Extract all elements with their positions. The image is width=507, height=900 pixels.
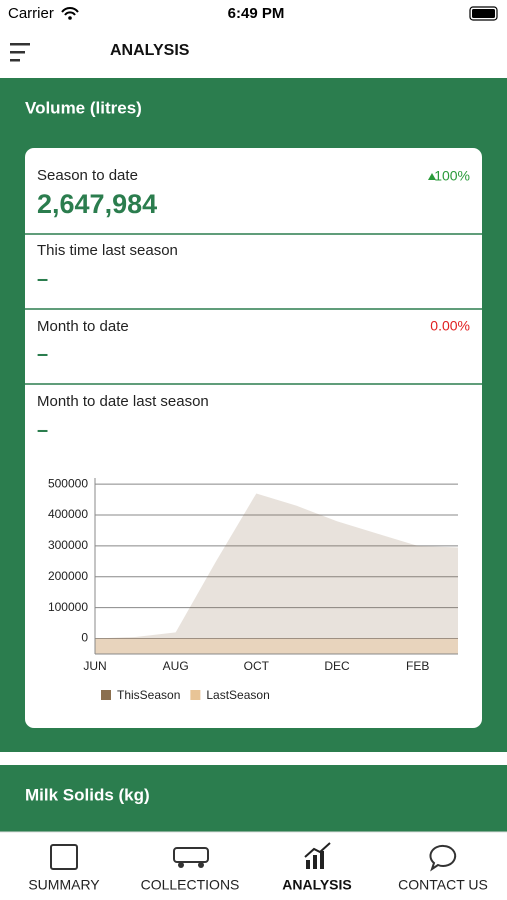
- tab-icon: [173, 847, 209, 863]
- tab-icon-bar: [306, 860, 310, 869]
- menu-button[interactable]: [10, 43, 30, 62]
- carrier: Carrier: [8, 5, 54, 22]
- tab[interactable]: COLLECTIONS: [141, 847, 240, 893]
- tab-label: COLLECTIONS: [141, 877, 240, 893]
- tab-icon: [429, 844, 457, 872]
- tab[interactable]: ANALYSIS: [282, 842, 352, 893]
- stat-label: Season to date: [37, 167, 138, 184]
- legend-label: LastSeason: [206, 688, 269, 702]
- y-tick-label: 100000: [48, 600, 88, 614]
- y-tick-label: 400000: [48, 507, 88, 521]
- up-arrow: [428, 173, 436, 180]
- y-tick-label: 300000: [48, 538, 88, 552]
- x-tick-label: FEB: [406, 659, 429, 673]
- battery: [469, 6, 498, 21]
- wifi-icon: [61, 7, 79, 16]
- battery-level: [472, 9, 495, 18]
- stat-value: –: [37, 343, 48, 365]
- x-tick-label: OCT: [244, 659, 270, 673]
- legend-label: ThisSeason: [117, 688, 180, 702]
- x-tick-label: JUN: [83, 659, 106, 673]
- stat-label: Month to date: [37, 318, 129, 335]
- header-title: ANALYSIS: [110, 42, 190, 59]
- tab-label: CONTACT US: [398, 877, 488, 893]
- y-tick-label: 0: [81, 631, 88, 645]
- milk-solids-section: [0, 765, 507, 832]
- tab-icon-bar: [313, 855, 317, 869]
- stat-change: 0.00%: [430, 318, 470, 334]
- section-title: Milk Solids (kg): [25, 785, 150, 804]
- x-tick-label: DEC: [324, 659, 350, 673]
- stat-change: 100%: [434, 168, 470, 184]
- wifi-dot: [68, 16, 72, 20]
- y-tick-label: 500000: [48, 476, 88, 490]
- tab-icon-line: [304, 842, 331, 858]
- clock: 6:49 PM: [228, 5, 285, 22]
- section-title: Volume (litres): [25, 98, 142, 117]
- menu-line: [10, 59, 20, 62]
- tab-icon-bar: [320, 851, 324, 869]
- menu-line: [10, 51, 25, 54]
- tab-label: ANALYSIS: [282, 877, 352, 893]
- y-tick-label: 200000: [48, 569, 88, 583]
- legend-swatch: [190, 690, 201, 700]
- legend-swatch: [101, 690, 111, 700]
- menu-line: [10, 43, 30, 46]
- card: [25, 148, 482, 728]
- stat-value: –: [37, 268, 48, 290]
- stat-label: This time last season: [37, 242, 178, 259]
- area: [95, 638, 458, 654]
- tab-icon-wheel: [178, 862, 184, 868]
- area: [95, 493, 458, 654]
- tab[interactable]: SUMMARY: [28, 844, 100, 893]
- chart: 0 100000 200000 300000 400000 500000 JUN AUG OCT…: [48, 476, 458, 702]
- tab-icon: [50, 844, 78, 870]
- x-tick-label: AUG: [163, 659, 189, 673]
- stat-label: Month to date last season: [37, 393, 209, 410]
- tab[interactable]: CONTACT US: [398, 844, 488, 893]
- tab-icon-wheel: [198, 862, 204, 868]
- tab-label: SUMMARY: [28, 877, 100, 893]
- stat-value: –: [37, 419, 48, 441]
- stat-value: 2,647,984: [37, 189, 157, 219]
